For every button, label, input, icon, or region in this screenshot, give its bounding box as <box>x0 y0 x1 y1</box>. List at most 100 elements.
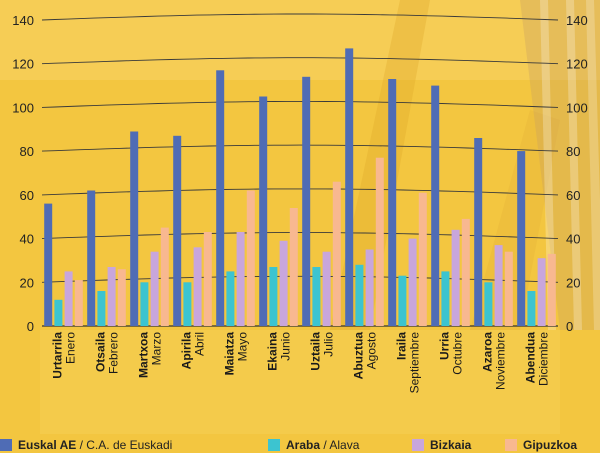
x-tick-label-uztaila: UztailaJulio <box>309 332 336 371</box>
legend-label-es: C.A. de Euskadi <box>86 438 173 452</box>
legend-swatch <box>412 439 424 451</box>
x-tick-label-otsaila: OtsailaFebrero <box>94 332 121 374</box>
bar-araba-urria <box>441 271 450 326</box>
x-tick-label-eu: Urtarrila <box>51 332 65 379</box>
x-tick-label-es: Marzo <box>150 332 164 366</box>
y-tick-label-right: 0 <box>566 319 573 334</box>
legend-label: Gipuzkoa <box>523 438 578 452</box>
x-tick-label-eu: Urria <box>438 332 452 360</box>
y-tick-label-right: 120 <box>566 57 588 72</box>
legend-swatch <box>268 439 280 451</box>
y-tick-label-left: 40 <box>20 232 34 247</box>
bar-gipuzkoa-martxoa <box>160 227 169 326</box>
bars <box>44 48 556 327</box>
y-tick-label-left: 0 <box>27 319 34 334</box>
x-tick-label-abendua: AbenduaDiciembre <box>524 332 551 386</box>
bar-bizkaia-abuztua <box>365 249 374 326</box>
bar-euskal-ae-iraila <box>388 79 397 326</box>
x-tick-label-eu: Iraila <box>395 332 409 360</box>
y-tick-label-right: 60 <box>566 188 580 203</box>
gridlines <box>41 13 559 327</box>
bar-bizkaia-uztaila <box>322 251 331 326</box>
gridline-20 <box>41 275 559 283</box>
bar-gipuzkoa-urria <box>461 218 470 326</box>
legend-label-es: Alava <box>329 438 360 452</box>
bar-euskal-ae-apirila <box>173 135 182 326</box>
legend-label: Euskal AE <box>18 438 77 452</box>
x-tick-label-es: Abril <box>193 332 207 356</box>
x-tick-label-es: Junio <box>279 332 293 361</box>
bar-gipuzkoa-uztaila <box>332 181 341 326</box>
x-tick-label-eu: Martxoa <box>137 332 151 378</box>
x-tick-label-eu: Maiatza <box>223 332 237 376</box>
x-tick-label-es: Febrero <box>107 332 121 374</box>
bar-bizkaia-iraila <box>408 238 417 326</box>
legend-item-bizkaia: Bizkaia <box>412 438 471 452</box>
bar-euskal-ae-martxoa <box>130 131 139 326</box>
bar-euskal-ae-uztaila <box>302 76 311 326</box>
bar-gipuzkoa-ekaina <box>289 208 298 326</box>
bar-araba-iraila <box>398 275 407 326</box>
y-tick-label-right: 20 <box>566 275 580 290</box>
gridline-140 <box>41 13 559 21</box>
bar-euskal-ae-otsaila <box>87 190 96 326</box>
x-tick-label-eu: Apirila <box>180 332 194 370</box>
x-tick-label-apirila: ApirilaAbril <box>180 332 207 370</box>
x-tick-label-eu: Abendua <box>524 332 538 384</box>
bar-euskal-ae-abuztua <box>345 48 354 327</box>
bar-gipuzkoa-azaroa <box>504 251 513 326</box>
bar-araba-maiatza <box>226 271 235 326</box>
y-tick-label-left: 100 <box>12 100 34 115</box>
bar-araba-otsaila <box>97 291 106 326</box>
bar-bizkaia-azaroa <box>494 245 503 326</box>
legend-swatch <box>505 439 517 451</box>
x-tick-label-abuztua: AbuztuaAgosto <box>352 332 379 380</box>
y-tick-label-right: 80 <box>566 144 580 159</box>
y-tick-label-right: 100 <box>566 100 588 115</box>
x-tick-label-es: Enero <box>64 332 78 364</box>
y-tick-label-left: 20 <box>20 275 34 290</box>
bar-bizkaia-urria <box>451 229 460 326</box>
bar-bizkaia-urtarrila <box>64 271 73 326</box>
legend-label: Araba <box>286 438 321 452</box>
bar-euskal-ae-ekaina <box>259 96 268 326</box>
bar-araba-abendua <box>527 291 536 326</box>
y-tick-label-left: 80 <box>20 144 34 159</box>
bar-gipuzkoa-maiatza <box>246 190 255 326</box>
y-axis-labels: 0 0 20 20 40 40 60 60 80 80 100 100 120 120 140 140 <box>12 13 587 334</box>
bar-bizkaia-otsaila <box>107 267 116 326</box>
x-tick-label-eu: Abuztua <box>352 332 366 380</box>
y-tick-label-right: 40 <box>566 232 580 247</box>
gridline-40 <box>41 232 559 240</box>
gridline-60 <box>41 188 559 196</box>
x-tick-label-es: Agosto <box>365 332 379 370</box>
bar-araba-uztaila <box>312 267 321 326</box>
bar-araba-ekaina <box>269 267 278 326</box>
legend-swatch <box>0 439 12 451</box>
bar-gipuzkoa-iraila <box>418 192 427 326</box>
y-tick-label-left: 140 <box>12 13 34 28</box>
gridline-120 <box>41 57 559 65</box>
legend: Euskal AE / C.A. de Euskadi Araba / Alav… <box>0 434 600 453</box>
legend-item-araba: Araba / Alava <box>268 438 359 452</box>
x-tick-label-urtarrila: UrtarrilaEnero <box>51 332 78 379</box>
gridline-100 <box>41 100 559 108</box>
bar-bizkaia-abendua <box>537 258 546 326</box>
bar-euskal-ae-urria <box>431 85 440 326</box>
x-tick-label-eu: Otsaila <box>94 332 108 372</box>
y-tick-label-left: 120 <box>12 57 34 72</box>
bar-bizkaia-apirila <box>193 247 202 326</box>
x-tick-label-es: Diciembre <box>537 332 551 386</box>
bar-araba-martxoa <box>140 282 149 326</box>
bar-araba-abuztua <box>355 264 364 326</box>
x-tick-label-ekaina: EkainaJunio <box>266 332 293 371</box>
y-tick-label-right: 140 <box>566 13 588 28</box>
bar-gipuzkoa-urtarrila <box>74 280 83 326</box>
bar-euskal-ae-maiatza <box>216 70 225 326</box>
gridline-80 <box>41 144 559 152</box>
x-tick-label-iraila: IrailaSeptiembre <box>395 332 422 394</box>
x-tick-label-es: Mayo <box>236 332 250 362</box>
legend-item-gipuzkoa: Gipuzkoa <box>505 438 577 452</box>
bar-euskal-ae-azaroa <box>474 138 483 326</box>
